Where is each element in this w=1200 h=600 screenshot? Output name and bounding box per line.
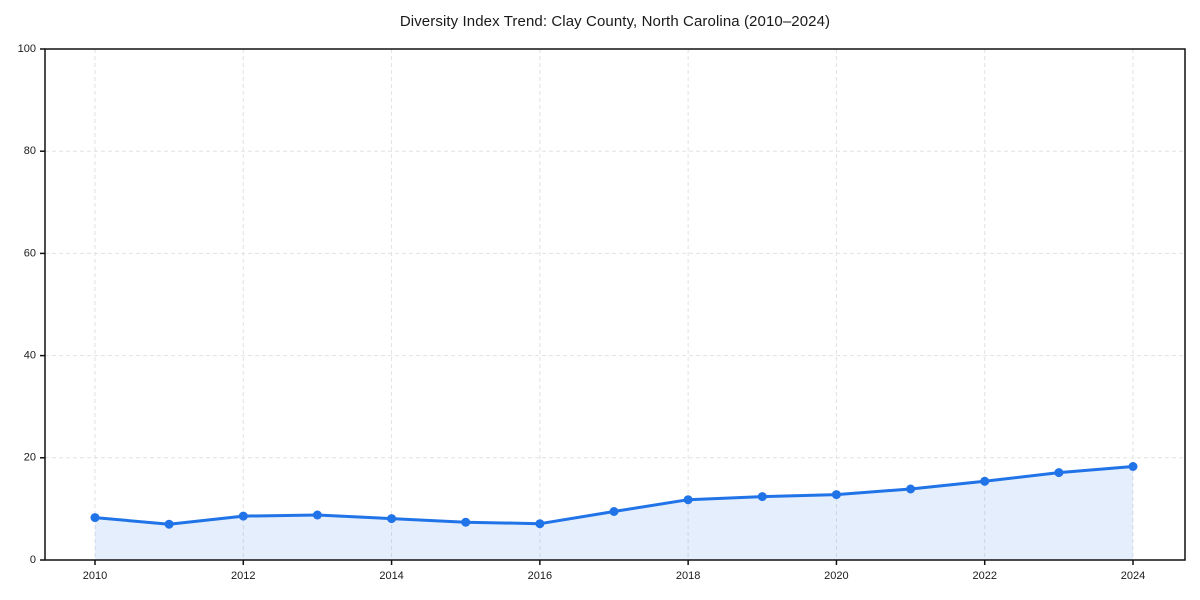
data-point-marker (1128, 462, 1138, 471)
y-tick-label: 100 (18, 43, 36, 55)
data-point-marker (90, 513, 100, 523)
y-tick-label: 0 (30, 554, 36, 566)
y-tick-label: 20 (24, 452, 36, 464)
y-tick-label: 40 (24, 350, 36, 362)
data-point-marker (906, 484, 916, 494)
x-tick-label: 2014 (379, 570, 403, 582)
data-point-marker (609, 507, 619, 516)
y-tick-label: 80 (24, 145, 36, 157)
data-point-marker (757, 492, 767, 502)
x-tick-label: 2018 (676, 570, 700, 582)
data-point-marker (312, 510, 322, 520)
chart-title: Diversity Index Trend: Clay County, Nort… (399, 13, 831, 30)
plot-border (44, 48, 1186, 561)
y-tick-label: 60 (24, 247, 36, 259)
x-tick-label: 2016 (528, 570, 552, 582)
x-tick-label: 2020 (824, 570, 848, 582)
data-point-marker (238, 511, 248, 521)
x-tick-label: 2010 (83, 570, 107, 582)
data-point-marker (831, 490, 841, 500)
data-point-marker (535, 519, 545, 529)
x-tick-label: 2022 (972, 570, 996, 582)
data-point-marker (164, 519, 174, 529)
x-tick-label: 2012 (231, 570, 255, 582)
data-point-marker (980, 476, 990, 486)
x-tick-label: 2024 (1121, 570, 1145, 582)
data-point-marker (683, 495, 693, 505)
data-point-marker (387, 514, 397, 524)
data-point-marker (461, 517, 471, 527)
data-point-marker (1054, 468, 1064, 478)
